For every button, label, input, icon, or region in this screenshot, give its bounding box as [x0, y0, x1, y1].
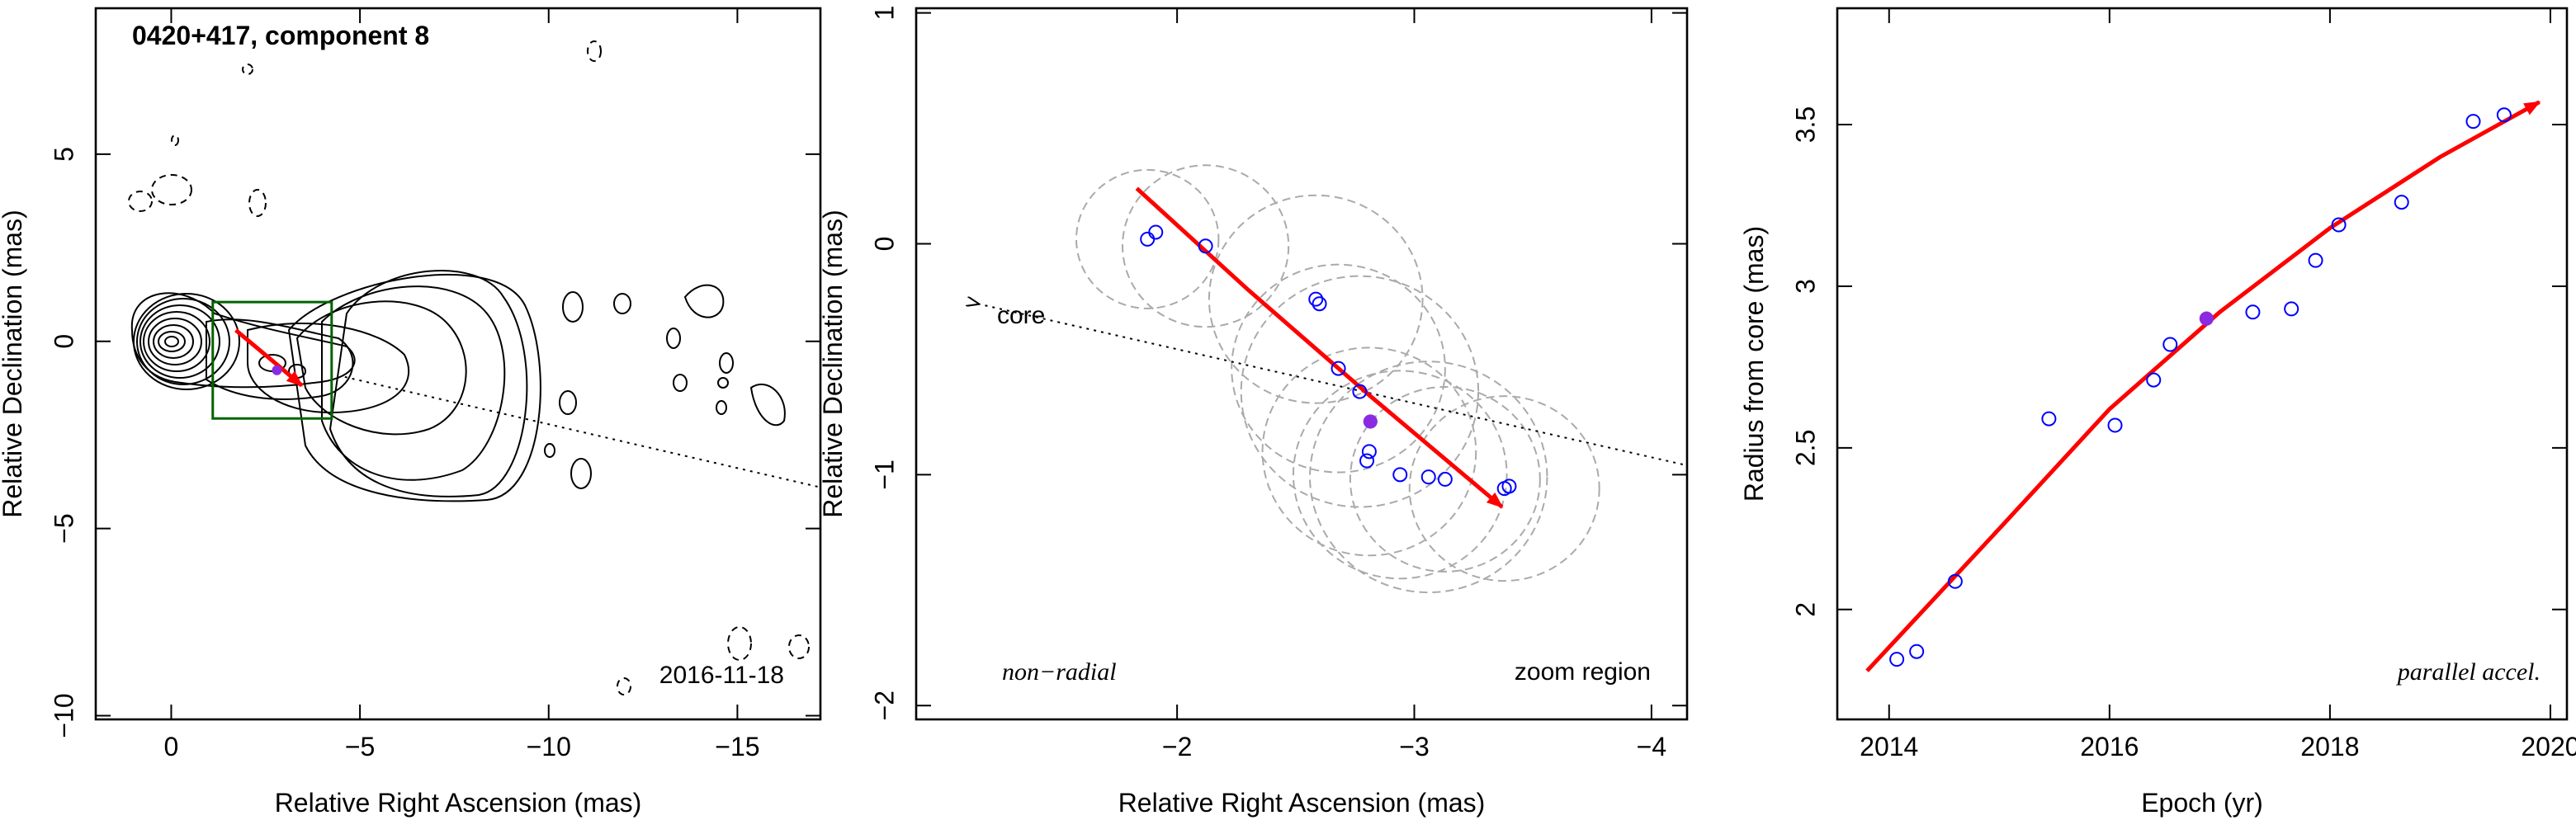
point — [2496, 107, 2512, 123]
point — [1909, 644, 1925, 659]
frame — [94, 7, 822, 721]
panel-title: 0420+417, component 8 — [132, 21, 429, 50]
x-tick-label: 2016 — [2080, 732, 2139, 761]
note-label: parallel accel. — [2396, 658, 2541, 686]
y-tick-label: −10 — [49, 693, 78, 738]
x-axis-label: Relative Right Ascension (mas) — [1118, 788, 1486, 818]
point — [1889, 652, 1905, 667]
point — [2308, 252, 2323, 268]
point — [2331, 217, 2347, 233]
point — [1140, 231, 1156, 247]
y-axis-label: Relative Declination (mas) — [0, 210, 27, 517]
beam — [1231, 263, 1446, 474]
x-axis-label: Relative Right Ascension (mas) — [275, 788, 642, 818]
x-tick-label: 2020 — [2521, 732, 2576, 761]
point — [1392, 467, 1408, 483]
x-tick-label: −3 — [1399, 732, 1429, 761]
beam — [1240, 275, 1480, 508]
y-tick-label: 2.5 — [1790, 430, 1820, 466]
point — [1359, 453, 1375, 469]
x-tick-label: 2018 — [2300, 732, 2359, 761]
zoom-box — [211, 300, 333, 420]
panel — [211, 300, 820, 488]
x-tick-label: 2014 — [1860, 732, 1918, 761]
point — [2284, 301, 2299, 317]
point — [1361, 444, 1377, 460]
point — [1148, 224, 1164, 240]
highlight-point — [2199, 311, 2214, 326]
x-tick-label: −10 — [527, 732, 571, 761]
y-tick-label: 2 — [1790, 602, 1820, 617]
point — [1352, 384, 1368, 399]
panel — [978, 164, 1687, 594]
point — [1198, 238, 1213, 254]
panel — [1865, 100, 2541, 672]
beam — [1408, 395, 1600, 582]
point — [2107, 417, 2123, 433]
x-axis-label: Epoch (yr) — [2141, 788, 2263, 818]
x-tick-label: −2 — [1162, 732, 1192, 761]
point — [2465, 114, 2481, 130]
beam — [1208, 194, 1424, 404]
beam — [1075, 168, 1220, 309]
y-tick-label: 3.5 — [1790, 106, 1820, 143]
beam — [1349, 385, 1541, 573]
beam — [1292, 370, 1508, 580]
point — [1947, 573, 1963, 589]
point — [2245, 304, 2261, 320]
x-tick-label: −15 — [715, 732, 759, 761]
point — [1501, 478, 1517, 494]
y-tick-label: 3 — [1790, 279, 1820, 294]
trajectory — [234, 328, 304, 388]
highlight-point — [1363, 414, 1378, 429]
y-tick-label: −1 — [869, 460, 899, 489]
note-label: zoom region — [1515, 658, 1651, 686]
point — [2162, 337, 2178, 352]
y-tick-label: 5 — [49, 147, 78, 162]
point — [1420, 469, 1436, 485]
beam — [1122, 164, 1290, 328]
y-axis-label: Radius from core (mas) — [1739, 226, 1769, 502]
y-tick-label: −5 — [49, 513, 78, 543]
x-tick-label: −5 — [345, 732, 375, 761]
point — [2146, 372, 2162, 388]
x-tick-label: 0 — [164, 732, 179, 761]
contours — [128, 40, 810, 695]
point — [1331, 361, 1346, 376]
component — [272, 365, 282, 375]
point — [1308, 291, 1324, 307]
core-label: core — [997, 302, 1045, 329]
point — [1437, 471, 1453, 487]
point — [1312, 296, 1327, 312]
point — [2394, 195, 2409, 210]
trajectory — [1865, 100, 2541, 672]
beam — [1261, 346, 1477, 557]
trajectory — [1135, 186, 1504, 509]
x-tick-label: −4 — [1637, 732, 1666, 761]
frame — [915, 7, 1689, 721]
y-tick-label: 1 — [869, 6, 899, 21]
note-label: non−radial — [1002, 658, 1117, 686]
y-axis-label: Relative Declination (mas) — [818, 210, 848, 517]
y-tick-label: 0 — [869, 237, 899, 252]
y-tick-label: 0 — [49, 334, 78, 349]
frame — [1836, 7, 2569, 721]
y-tick-label: −2 — [869, 691, 899, 720]
point — [2041, 411, 2057, 427]
direction-line — [978, 304, 1687, 467]
beam — [1309, 361, 1548, 594]
epoch-label: 2016-11-18 — [659, 662, 784, 689]
